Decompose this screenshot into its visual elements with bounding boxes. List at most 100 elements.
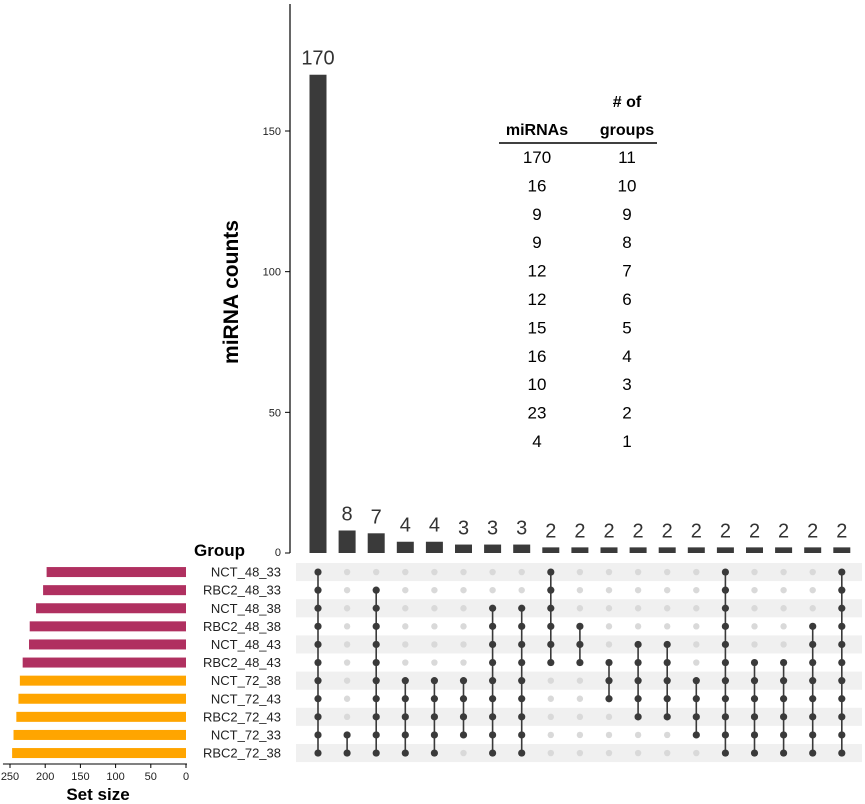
membership-dot-inactive (518, 586, 525, 594)
membership-dot-inactive (576, 713, 584, 721)
membership-dot-inactive (576, 677, 584, 684)
set-size-bar (22, 657, 187, 668)
bar-value-label: 2 (545, 520, 556, 542)
membership-dot-inactive (518, 568, 525, 576)
membership-dot-active (401, 749, 409, 757)
membership-dot-inactive (402, 641, 409, 648)
membership-dot-active (780, 731, 788, 739)
membership-dot-active (721, 586, 730, 594)
membership-dot-inactive (576, 605, 584, 612)
membership-dot-inactive (460, 749, 467, 757)
set-size-bar (29, 639, 187, 650)
membership-dot-inactive (605, 623, 613, 630)
membership-dot-inactive (693, 586, 700, 594)
membership-dot-inactive (664, 586, 671, 594)
membership-dot-active (838, 658, 846, 667)
intersection-bar (309, 74, 327, 553)
bar-value-label: 2 (633, 520, 644, 542)
membership-dot-active (838, 695, 846, 703)
membership-dot-inactive (402, 568, 409, 576)
membership-dot-inactive (693, 749, 700, 757)
table-cell-groups: 8 (622, 233, 631, 252)
table-cell-mirnas: 16 (528, 176, 547, 195)
table-cell-mirnas: 15 (528, 318, 547, 337)
intersection-bar (658, 547, 676, 553)
bar-value-label: 8 (342, 503, 353, 525)
membership-dot-active (692, 731, 700, 739)
y-axis-title: miRNA counts (220, 220, 243, 364)
membership-dot-active (372, 731, 380, 739)
membership-dot-active (721, 568, 730, 576)
membership-dot-active (518, 622, 526, 630)
membership-dot-active (692, 713, 700, 721)
bar-value-label: 4 (400, 515, 411, 537)
membership-dot-active (809, 622, 817, 630)
membership-dot-inactive (460, 568, 467, 576)
y-tick-label: 150 (263, 126, 281, 138)
membership-dot-active (838, 749, 846, 757)
membership-dot-inactive (431, 641, 438, 648)
membership-dot-active (489, 731, 497, 739)
membership-dot-active (809, 640, 817, 649)
membership-dot-inactive (634, 586, 642, 594)
intersection-bar (367, 533, 385, 553)
membership-dot-active (576, 658, 584, 667)
bar-value-label: 4 (429, 515, 440, 537)
set-name-label: NCT_48_38 (211, 601, 281, 616)
membership-dot-active (780, 749, 788, 757)
membership-dot-active (518, 731, 526, 739)
membership-dot-active (343, 749, 351, 757)
membership-dot-inactive (605, 731, 613, 739)
membership-dot-active (692, 677, 700, 685)
membership-dot-active (838, 677, 846, 685)
membership-dot-active (663, 640, 671, 649)
membership-dot-active (780, 658, 788, 667)
set-size-bar (43, 585, 187, 596)
membership-dot-active (809, 677, 817, 685)
membership-dot-active (518, 658, 526, 667)
set-name-label: RBC2_72_38 (203, 746, 281, 761)
membership-dot-active (721, 749, 730, 757)
membership-dot-inactive (664, 623, 671, 630)
membership-dot-inactive (605, 586, 613, 594)
membership-dot-active (314, 695, 322, 703)
intersection-bars (309, 74, 851, 553)
intersection-bar (425, 541, 443, 553)
membership-dot-inactive (431, 659, 438, 666)
table-header-groups-line1: # of (613, 94, 642, 111)
membership-dot-inactive (664, 749, 671, 757)
table-cell-mirnas: 16 (528, 347, 547, 366)
set-size-tick-label: 150 (71, 771, 89, 783)
bar-value-label: 2 (720, 520, 731, 542)
membership-dot-active (547, 640, 555, 649)
table-cell-groups: 9 (622, 205, 631, 224)
membership-dot-inactive (402, 623, 409, 630)
membership-dot-inactive (780, 568, 787, 576)
intersection-bar (833, 547, 851, 553)
membership-dot-inactive (576, 586, 584, 594)
membership-dot-inactive (343, 659, 351, 666)
bar-value-label: 3 (516, 518, 527, 540)
membership-dot-active (430, 695, 438, 703)
table-cell-groups: 6 (622, 290, 631, 309)
table-cell-mirnas: 9 (532, 233, 541, 252)
membership-dot-active (576, 622, 584, 630)
membership-dot-active (314, 604, 322, 612)
membership-dot-inactive (576, 749, 584, 757)
y-tick-label: 0 (275, 547, 281, 559)
membership-dot-active (576, 640, 584, 649)
intersection-bar (716, 547, 734, 553)
set-name-label: RBC2_72_43 (203, 709, 281, 724)
membership-dot-inactive (605, 605, 613, 612)
table-header-groups-line2: groups (600, 122, 654, 139)
membership-dot-inactive (751, 568, 758, 576)
membership-dot-active (663, 713, 671, 721)
membership-dot-inactive (343, 695, 351, 702)
membership-dot-inactive (751, 586, 758, 594)
membership-dot-active (838, 713, 846, 721)
membership-dot-active (372, 586, 380, 594)
membership-dot-active (314, 658, 322, 667)
membership-dot-active (838, 568, 846, 576)
